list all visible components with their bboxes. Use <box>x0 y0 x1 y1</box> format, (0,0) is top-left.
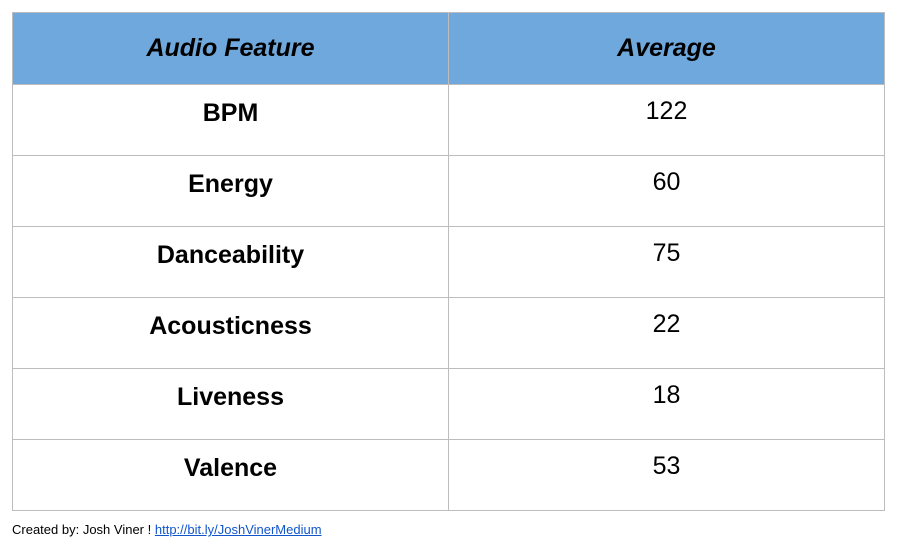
feature-cell: BPM <box>12 84 449 156</box>
table-row-liveness: Liveness 18 <box>12 368 885 440</box>
average-cell: 60 <box>448 155 885 227</box>
medium-link[interactable]: http://bit.ly/JoshVinerMedium <box>154 522 322 537</box>
feature-cell: Danceability <box>12 226 449 298</box>
header-average: Average <box>448 12 885 85</box>
audio-features-table-container: Audio Feature Average BPM 122 Energy 60 … <box>12 12 885 511</box>
average-cell: 122 <box>448 84 885 156</box>
table-header: Audio Feature Average <box>12 12 885 85</box>
header-audio-feature: Audio Feature <box>12 12 449 85</box>
table-row-valence: Valence 53 <box>12 439 885 511</box>
table-row-danceability: Danceability 75 <box>12 226 885 298</box>
table-row-acousticness: Acousticness 22 <box>12 297 885 369</box>
credit-text: Created by: Josh Viner <box>12 522 148 537</box>
table-row-bpm: BPM 122 <box>12 84 885 156</box>
table-row-energy: Energy 60 <box>12 155 885 227</box>
table-body: BPM 122 Energy 60 Danceability 75 Acoust… <box>12 84 885 511</box>
average-cell: 75 <box>448 226 885 298</box>
average-cell: 22 <box>448 297 885 369</box>
feature-cell: Energy <box>12 155 449 227</box>
header-row: Audio Feature Average <box>12 12 885 85</box>
footer-credit: Created by: Josh Viner ! http://bit.ly/J… <box>12 522 322 537</box>
feature-cell: Valence <box>12 439 449 511</box>
average-cell: 18 <box>448 368 885 440</box>
feature-cell: Liveness <box>12 368 449 440</box>
average-cell: 53 <box>448 439 885 511</box>
feature-cell: Acousticness <box>12 297 449 369</box>
credit-separator: ! <box>147 522 152 537</box>
audio-features-table: Audio Feature Average BPM 122 Energy 60 … <box>12 12 885 511</box>
